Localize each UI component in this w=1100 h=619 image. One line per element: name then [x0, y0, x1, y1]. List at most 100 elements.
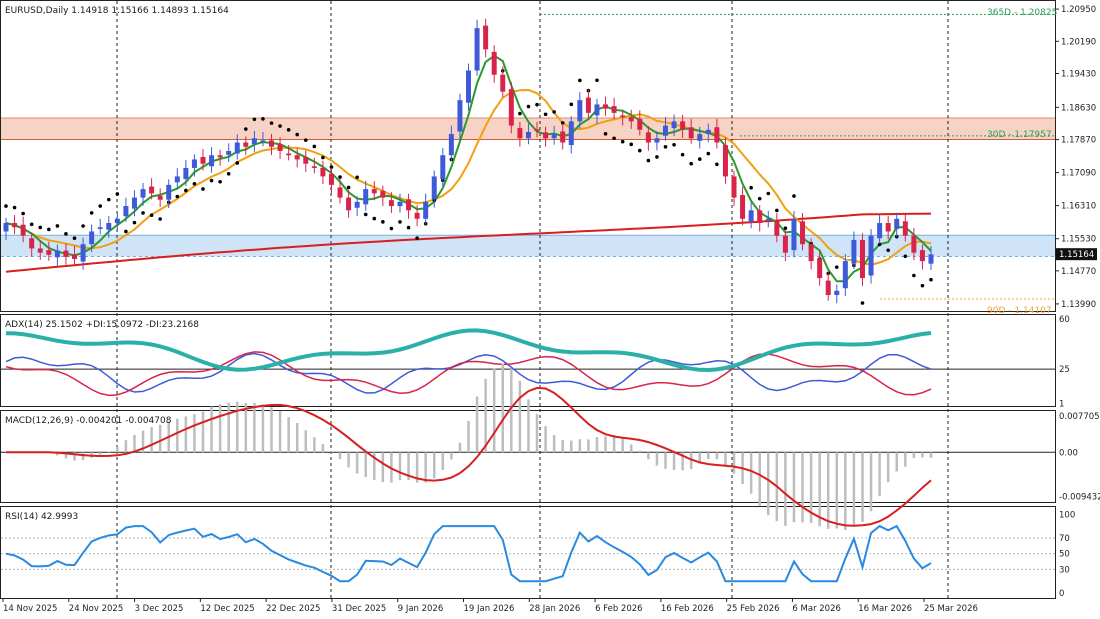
price-panel-frame — [0, 0, 1056, 312]
candle-body — [140, 189, 146, 198]
psar-dot — [929, 277, 933, 282]
psar-dot — [655, 155, 659, 159]
psar-dot — [612, 136, 616, 141]
candle-body — [902, 221, 908, 236]
candle-body — [157, 195, 163, 200]
candle-body — [114, 218, 120, 224]
candle-body — [842, 261, 848, 289]
minus-di-line — [5, 352, 932, 394]
rsi-line — [5, 524, 932, 583]
candle-body — [260, 140, 266, 142]
psar-dot — [860, 301, 865, 305]
candle-body — [500, 74, 506, 92]
price-tick-label: 1.20950 — [1061, 5, 1096, 15]
candle-body — [72, 254, 78, 260]
psar-dot — [235, 161, 240, 165]
candle-body — [354, 201, 360, 208]
psar-dot — [697, 157, 702, 161]
psar-dot — [398, 220, 402, 224]
time-tick-label: 12 Dec 2025 — [200, 604, 254, 614]
psar-dot — [4, 204, 8, 208]
psar-dot — [29, 222, 34, 227]
price-levels — [540, 13, 1055, 300]
candle-body — [894, 218, 900, 229]
psar-dot — [363, 212, 368, 217]
candle-body — [620, 115, 626, 118]
candle-body — [311, 166, 317, 168]
price-tick-label: 1.17870 — [1061, 136, 1096, 146]
psar-dot — [244, 127, 248, 131]
psar-dot — [389, 226, 394, 231]
candle-body — [174, 176, 180, 183]
candle-body — [149, 186, 155, 194]
candle-body — [337, 187, 343, 198]
candle-body — [714, 127, 720, 143]
time-tick-label: 28 Jan 2026 — [529, 604, 580, 614]
psar-dot — [338, 175, 342, 179]
psar-dot — [355, 175, 359, 180]
candle-body — [928, 254, 934, 264]
psar-dot — [158, 217, 162, 221]
psar-dot — [12, 205, 17, 210]
psar-dot — [543, 112, 548, 117]
candle-body — [363, 189, 369, 205]
candle-body — [406, 199, 412, 211]
psar-dot — [321, 155, 325, 160]
candle-body — [37, 248, 43, 253]
candle-body — [782, 235, 788, 253]
candle-body — [226, 150, 232, 155]
psar-dot — [295, 132, 300, 137]
psar-dot — [646, 158, 651, 163]
price-tick-label: 1.19430 — [1061, 69, 1096, 79]
psar-dot — [603, 132, 608, 136]
candle-body — [877, 223, 883, 239]
macd-axis-label: 0.007705 — [1059, 412, 1100, 422]
candle-body — [123, 206, 129, 217]
candle-body — [89, 231, 95, 245]
psar-dot — [346, 185, 351, 190]
candle-body — [63, 250, 69, 257]
psar-dot — [72, 236, 77, 240]
candle-body — [388, 200, 394, 207]
time-tick-label: 25 Feb 2026 — [727, 604, 780, 614]
psar-dot — [783, 226, 788, 231]
macd-panel: 0.007705 0.00 -0.009432 — [1, 363, 1100, 530]
candle-body — [671, 121, 677, 129]
candle-body — [551, 134, 557, 139]
time-tick-label: 22 Dec 2025 — [266, 604, 320, 614]
psar-dot — [629, 142, 634, 147]
psar-dot — [526, 104, 531, 109]
candle-body — [594, 104, 600, 116]
candle-body — [722, 145, 728, 177]
candle-body — [885, 223, 891, 232]
candle-body — [191, 159, 197, 168]
psar-dot — [552, 110, 556, 114]
psar-dot — [535, 102, 539, 107]
time-tick-label: 31 Dec 2025 — [332, 604, 386, 614]
psar-dot — [749, 185, 753, 190]
candle-body — [662, 125, 668, 136]
candle-body — [46, 250, 52, 255]
candle-body — [414, 212, 420, 219]
candle-body — [269, 140, 275, 147]
adx-axis-label: 60 — [1059, 315, 1070, 325]
adx-axis-label: 1 — [1059, 400, 1064, 410]
candle-body — [791, 218, 797, 251]
macd-axis-label: -0.009432 — [1059, 492, 1100, 502]
candle-body — [705, 129, 711, 135]
candle-body — [423, 201, 429, 219]
price-tick-label: 1.18630 — [1061, 103, 1096, 113]
candle-body — [800, 221, 806, 245]
candle-body — [474, 28, 480, 71]
rsi-axis-label: 0 — [1059, 589, 1064, 599]
candlesticks — [3, 18, 934, 304]
psar-dot — [269, 121, 274, 125]
price-tick-label: 1.20190 — [1061, 37, 1096, 47]
adx-label: ADX(14) 25.1502 +DI:15.0972 -DI:23.2168 — [5, 320, 199, 330]
candle-body — [3, 223, 9, 232]
psar-dot — [620, 139, 625, 144]
psar-dot — [637, 148, 642, 153]
rsi-axis-label: 30 — [1059, 565, 1070, 575]
